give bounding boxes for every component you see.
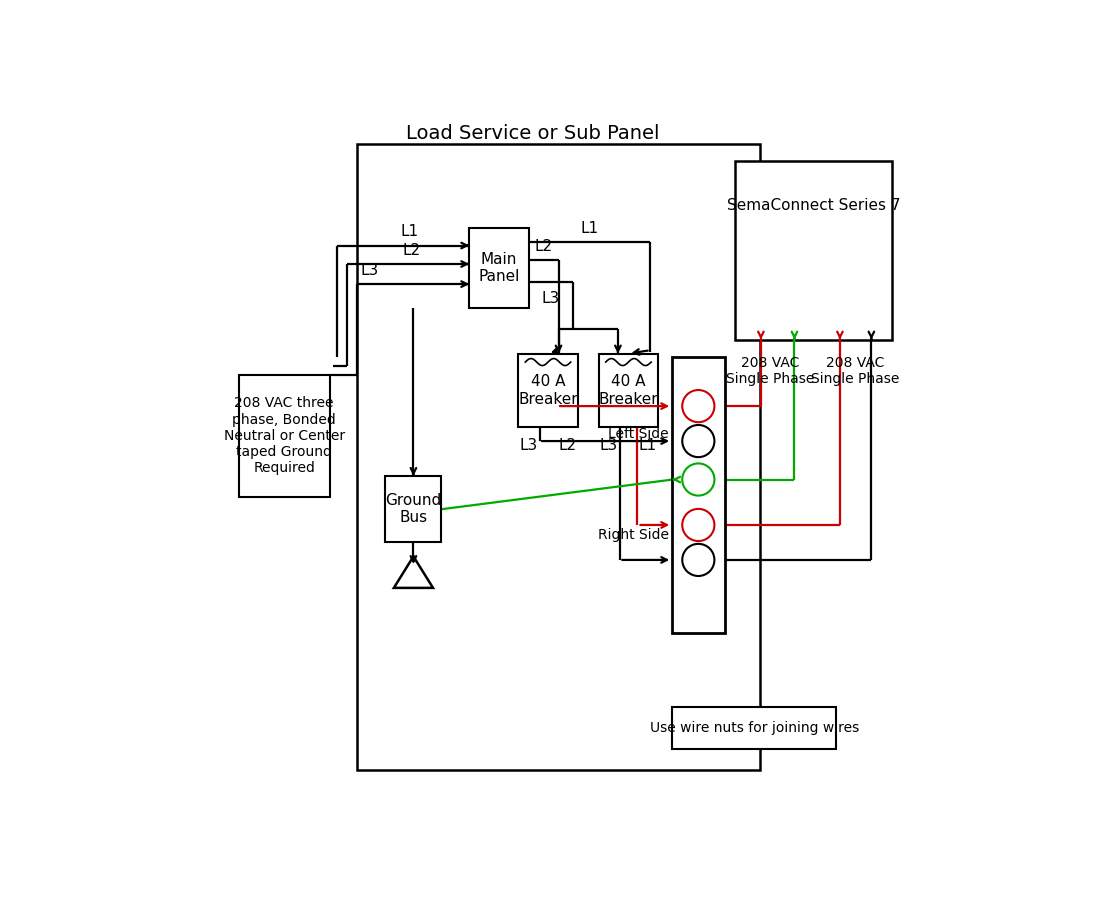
Text: SemaConnect Series 7: SemaConnect Series 7 [727,199,901,213]
Text: Load Service or Sub Panel: Load Service or Sub Panel [406,123,659,143]
Text: L2: L2 [559,438,576,452]
Circle shape [682,508,714,541]
Circle shape [682,544,714,576]
Bar [239,375,330,497]
Text: L1: L1 [581,221,598,236]
Text: 208 VAC three
phase, Bonded
Neutral or Center
taped Ground
Required: 208 VAC three phase, Bonded Neutral or C… [223,397,344,475]
Bar [358,143,759,770]
Text: 40 A
Breaker: 40 A Breaker [598,374,658,407]
Bar [470,228,529,308]
Circle shape [682,463,714,496]
Text: L2: L2 [403,242,420,258]
Text: Right Side: Right Side [597,528,669,542]
Text: Left Side: Left Side [608,427,669,441]
Text: 208 VAC
Single Phase: 208 VAC Single Phase [811,356,900,386]
Bar [598,353,658,427]
Text: L1: L1 [400,224,419,239]
Bar [672,357,725,634]
Bar [518,353,578,427]
Bar [735,162,892,340]
Text: L1: L1 [639,438,657,452]
Bar [385,476,441,542]
Text: L2: L2 [535,239,553,253]
Circle shape [682,425,714,457]
Text: Ground
Bus: Ground Bus [385,493,441,526]
Text: L3: L3 [361,262,379,278]
Bar [672,706,836,749]
Text: 40 A
Breaker: 40 A Breaker [518,374,578,407]
Text: L3: L3 [541,291,560,306]
Circle shape [682,390,714,422]
Text: 208 VAC
Single Phase: 208 VAC Single Phase [726,356,814,386]
Text: Main
Panel: Main Panel [478,252,520,284]
Text: Use wire nuts for joining wires: Use wire nuts for joining wires [650,721,859,735]
Text: L3: L3 [600,438,618,452]
Text: L3: L3 [519,438,538,452]
